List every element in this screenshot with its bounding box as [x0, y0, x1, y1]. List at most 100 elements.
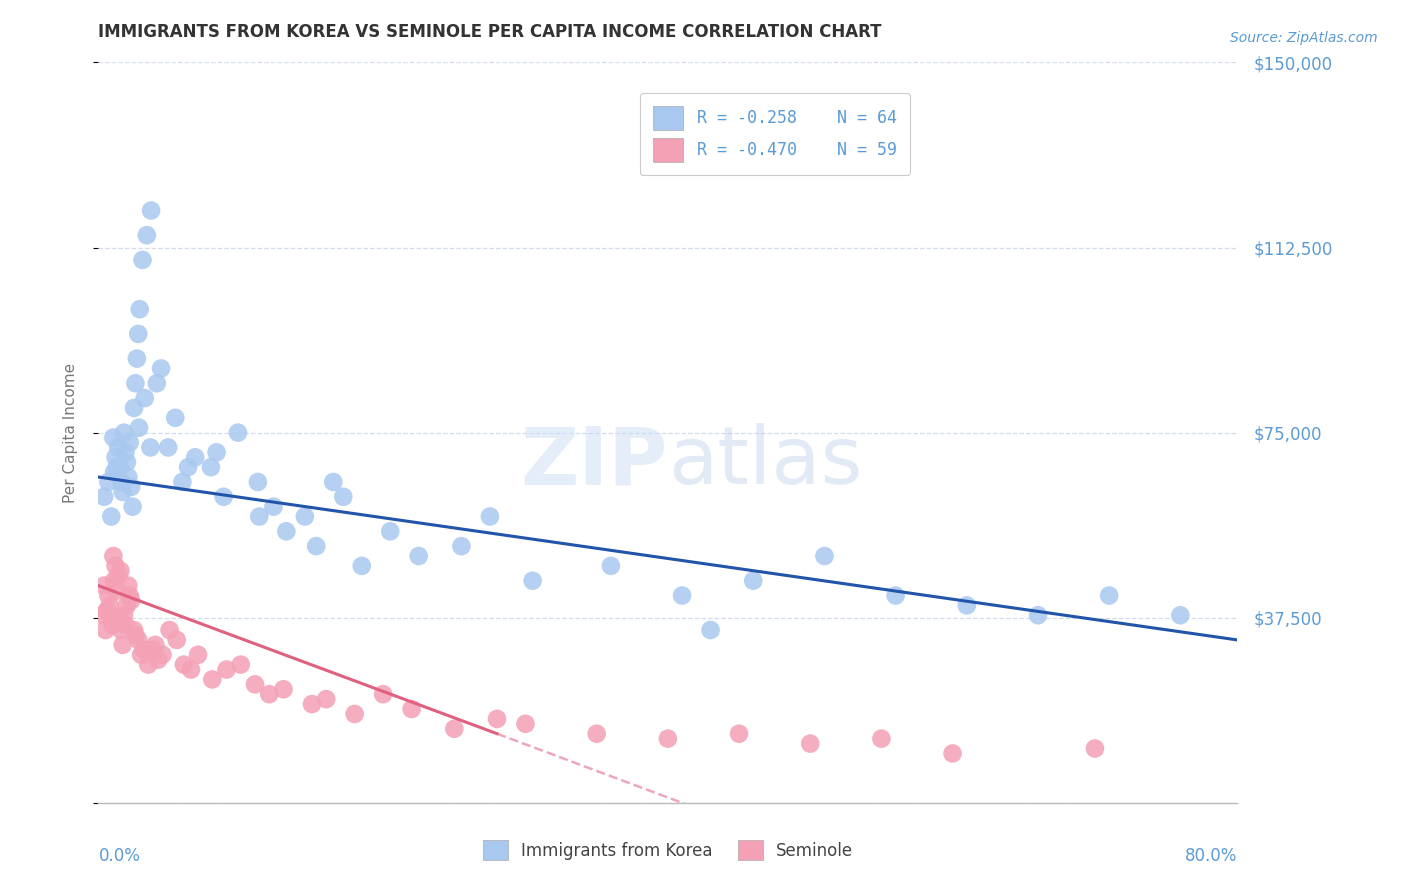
- Point: [315, 692, 337, 706]
- Point: [371, 687, 394, 701]
- Point: [127, 632, 149, 647]
- Point: [450, 539, 472, 553]
- Point: [96, 603, 118, 617]
- Point: [172, 475, 194, 489]
- Point: [91, 608, 114, 623]
- Point: [486, 712, 509, 726]
- Point: [159, 623, 181, 637]
- Legend: Immigrants from Korea, Seminole: Immigrants from Korea, Seminole: [474, 831, 862, 869]
- Point: [120, 593, 142, 607]
- Point: [132, 642, 155, 657]
- Point: [150, 361, 173, 376]
- Point: [259, 687, 281, 701]
- Point: [165, 410, 187, 425]
- Text: IMMIGRANTS FROM KOREA VS SEMINOLE PER CAPITA INCOME CORRELATION CHART: IMMIGRANTS FROM KOREA VS SEMINOLE PER CA…: [98, 23, 882, 41]
- Point: [107, 568, 129, 582]
- Point: [97, 475, 120, 489]
- Point: [1098, 589, 1121, 603]
- Point: [322, 475, 344, 489]
- Point: [103, 574, 125, 588]
- Point: [276, 524, 298, 539]
- Point: [177, 460, 200, 475]
- Point: [101, 618, 124, 632]
- Point: [135, 228, 157, 243]
- Point: [301, 697, 323, 711]
- Point: [200, 460, 222, 475]
- Point: [294, 509, 316, 524]
- Point: [728, 727, 751, 741]
- Point: [152, 648, 174, 662]
- Point: [115, 455, 138, 469]
- Point: [157, 441, 180, 455]
- Point: [125, 351, 148, 366]
- Point: [229, 657, 252, 672]
- Point: [94, 623, 117, 637]
- Point: [657, 731, 679, 746]
- Point: [122, 623, 145, 637]
- Point: [184, 450, 207, 465]
- Text: 0.0%: 0.0%: [98, 847, 141, 865]
- Point: [742, 574, 765, 588]
- Text: atlas: atlas: [668, 423, 862, 501]
- Point: [201, 673, 224, 687]
- Point: [343, 706, 366, 721]
- Point: [141, 642, 163, 657]
- Point: [246, 475, 269, 489]
- Point: [380, 524, 402, 539]
- Text: Source: ZipAtlas.com: Source: ZipAtlas.com: [1230, 31, 1378, 45]
- Point: [478, 509, 501, 524]
- Point: [108, 460, 131, 475]
- Point: [1170, 608, 1192, 623]
- Point: [870, 731, 893, 746]
- Point: [522, 574, 544, 588]
- Point: [97, 589, 120, 603]
- Text: ZIP: ZIP: [520, 423, 668, 501]
- Point: [110, 564, 132, 578]
- Point: [799, 737, 821, 751]
- Point: [112, 425, 135, 440]
- Point: [110, 623, 132, 637]
- Point: [114, 618, 136, 632]
- Point: [515, 716, 537, 731]
- Point: [187, 648, 209, 662]
- Point: [122, 401, 145, 415]
- Point: [108, 613, 131, 627]
- Point: [105, 460, 128, 475]
- Point: [120, 480, 142, 494]
- Point: [146, 376, 169, 391]
- Point: [173, 657, 195, 672]
- Point: [243, 677, 266, 691]
- Point: [226, 425, 249, 440]
- Point: [350, 558, 373, 573]
- Point: [127, 326, 149, 341]
- Point: [699, 623, 721, 637]
- Point: [103, 549, 125, 563]
- Point: [114, 445, 136, 459]
- Point: [600, 558, 623, 573]
- Point: [115, 599, 138, 613]
- Point: [1084, 741, 1107, 756]
- Point: [98, 599, 121, 613]
- Y-axis label: Per Capita Income: Per Capita Income: [63, 362, 77, 503]
- Point: [215, 663, 238, 677]
- Point: [129, 648, 152, 662]
- Point: [408, 549, 430, 563]
- Point: [131, 252, 153, 267]
- Point: [180, 663, 202, 677]
- Point: [305, 539, 328, 553]
- Point: [117, 470, 139, 484]
- Point: [273, 682, 295, 697]
- Point: [813, 549, 835, 563]
- Point: [205, 445, 228, 459]
- Point: [110, 475, 132, 489]
- Point: [111, 638, 134, 652]
- Point: [136, 657, 159, 672]
- Point: [247, 509, 270, 524]
- Point: [139, 203, 162, 218]
- Point: [93, 490, 115, 504]
- Point: [118, 589, 141, 603]
- Point: [134, 391, 156, 405]
- Point: [100, 509, 122, 524]
- Point: [93, 579, 115, 593]
- Point: [128, 302, 150, 317]
